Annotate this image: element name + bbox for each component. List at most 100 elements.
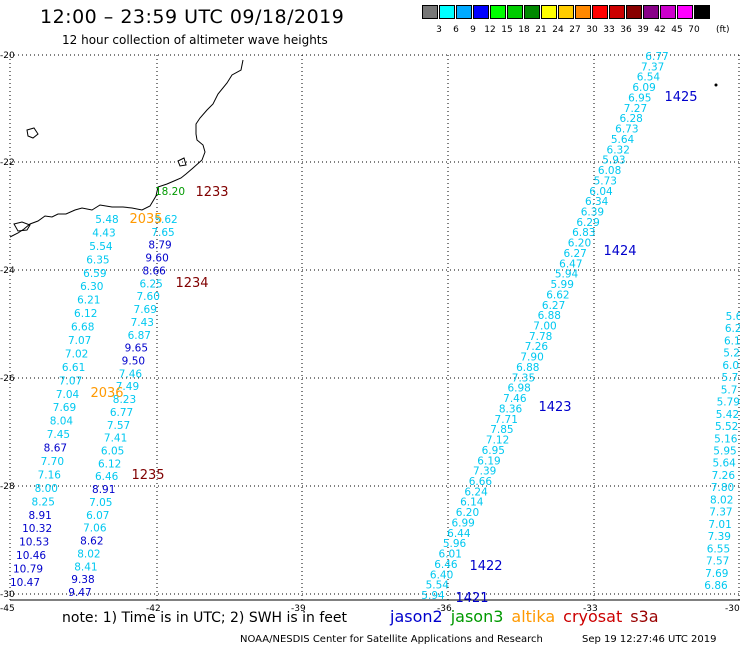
- swh-value: 6.21: [77, 295, 100, 307]
- swh-value: 7.90: [520, 352, 543, 364]
- generated-timestamp: Sep 19 12:27:46 UTC 2019: [582, 634, 717, 645]
- swh-value: 7.04: [56, 389, 80, 401]
- pass-time-label: 1422: [469, 559, 502, 574]
- swh-value: 5.64: [712, 458, 736, 470]
- satellite-label: altika: [511, 607, 556, 626]
- swh-value: 6.27: [542, 300, 565, 312]
- legend-swatch: [524, 5, 540, 19]
- swh-value: 7.26: [525, 341, 549, 353]
- swh-value: 6.61: [62, 362, 85, 374]
- pass-time-label: 1235: [131, 468, 164, 483]
- swh-value: 5.52: [715, 421, 738, 433]
- swh-value: 6.12: [98, 458, 121, 470]
- swh-value: 7.45: [47, 429, 70, 441]
- axis-labels: -20 -22 -24 -26 -28 -30 -45 -42 -39 -36 -33 -30: [0, 51, 740, 614]
- coastline: [9, 59, 244, 238]
- legend-swatch: [575, 5, 591, 19]
- swh-value: 5.62: [154, 214, 177, 226]
- swh-value: 6.87: [128, 330, 151, 342]
- swh-value: 5.93: [602, 155, 625, 167]
- legend-swatch: [677, 5, 693, 19]
- swh-value: 7.37: [641, 61, 664, 73]
- swh-value: 18.20: [155, 186, 185, 198]
- legend-label: 6: [453, 25, 459, 35]
- legend-label: 24: [552, 25, 564, 35]
- swh-value: 6.30: [80, 281, 103, 293]
- swh-value: 7.41: [104, 433, 127, 445]
- swh-value: 7.05: [89, 497, 112, 509]
- swh-value: 8.91: [28, 510, 51, 522]
- swh-value: 5.7: [722, 372, 739, 384]
- pass-time-label: 1234: [175, 276, 208, 291]
- altimeter-tracks: 6.777.376.546.096.957.276.286.735.646.32…: [10, 51, 740, 606]
- legend-swatch: [541, 5, 557, 19]
- swh-value: 4.43: [92, 227, 115, 239]
- swh-value: 6.44: [447, 528, 471, 540]
- lat-tick-label: -28: [0, 482, 15, 492]
- lon-tick-label: -30: [725, 604, 740, 614]
- legend-swatch: [694, 5, 710, 19]
- swh-value: 7.35: [512, 372, 535, 384]
- swh-value: 7.46: [119, 368, 143, 380]
- swh-value: 6.01: [439, 549, 462, 561]
- swh-value: 7.85: [490, 424, 513, 436]
- swh-value: 6.68: [71, 322, 94, 334]
- swh-value: 5.6: [726, 311, 740, 323]
- swh-value: 7.07: [68, 335, 91, 347]
- swh-value: 6.88: [538, 310, 561, 322]
- swh-value: 10.32: [22, 523, 52, 535]
- island-dot: [714, 83, 718, 87]
- swh-value: 6.07: [86, 510, 109, 522]
- swh-value: 7.00: [533, 321, 556, 333]
- swh-value: 7.78: [529, 331, 552, 343]
- swh-value: 9.65: [125, 343, 148, 355]
- swh-value: 8.41: [74, 561, 97, 573]
- swh-value: 9.60: [145, 253, 168, 265]
- swh-value: 6.14: [460, 497, 484, 509]
- map-grid: [9, 54, 740, 600]
- pass-time-label: 2035: [129, 212, 162, 227]
- legend-swatch: [439, 5, 455, 19]
- swh-value: 6.0: [722, 360, 739, 372]
- pass-time-label: 1423: [538, 400, 571, 415]
- swh-value: 6.28: [619, 113, 642, 125]
- swh-value: 6.29: [576, 217, 599, 229]
- swh-value: 7.69: [705, 568, 728, 580]
- swh-value: 8.04: [50, 416, 74, 428]
- swh-value: 8.02: [710, 494, 733, 506]
- swh-value: 6.73: [615, 124, 638, 136]
- lat-tick-label: -20: [0, 51, 15, 61]
- swh-value: 10.79: [13, 564, 43, 576]
- lat-tick-label: -22: [0, 158, 15, 168]
- swh-value: 10.53: [19, 537, 49, 549]
- swh-value: 8.36: [499, 403, 523, 415]
- satellite-label: s3a: [630, 607, 659, 626]
- coastline-bay: [13, 221, 31, 232]
- swh-value: 8.66: [142, 265, 166, 277]
- lat-tick-label: -26: [0, 374, 15, 384]
- legend-label: 27: [569, 25, 581, 35]
- swh-value: 6.19: [477, 455, 500, 467]
- swh-value: 8.67: [44, 443, 67, 455]
- swh-value: 6.54: [637, 72, 661, 84]
- lat-tick-label: -30: [0, 590, 15, 600]
- swh-value: 8.23: [113, 394, 136, 406]
- legend-swatch: [609, 5, 625, 19]
- swh-value: 6.35: [86, 254, 109, 266]
- legend-unit: (ft): [716, 25, 730, 35]
- credit-line: NOAA/NESDIS Center for Satellite Applica…: [240, 634, 543, 645]
- swh-value: 6.46: [434, 559, 458, 571]
- swh-value: 6.99: [451, 517, 474, 529]
- legend-label: 42: [654, 25, 666, 35]
- swh-value: 6.77: [110, 407, 133, 419]
- swh-value: 6.25: [139, 278, 162, 290]
- swh-value: 5.94: [421, 590, 445, 602]
- legend-swatch: [643, 5, 659, 19]
- swh-value: 8.25: [32, 496, 55, 508]
- swh-value: 6.88: [516, 362, 539, 374]
- swh-value: 7.80: [711, 482, 734, 494]
- satellite-label: cryosat: [563, 607, 623, 626]
- swh-value: 8.91: [92, 484, 115, 496]
- swh-value: 7.49: [116, 381, 139, 393]
